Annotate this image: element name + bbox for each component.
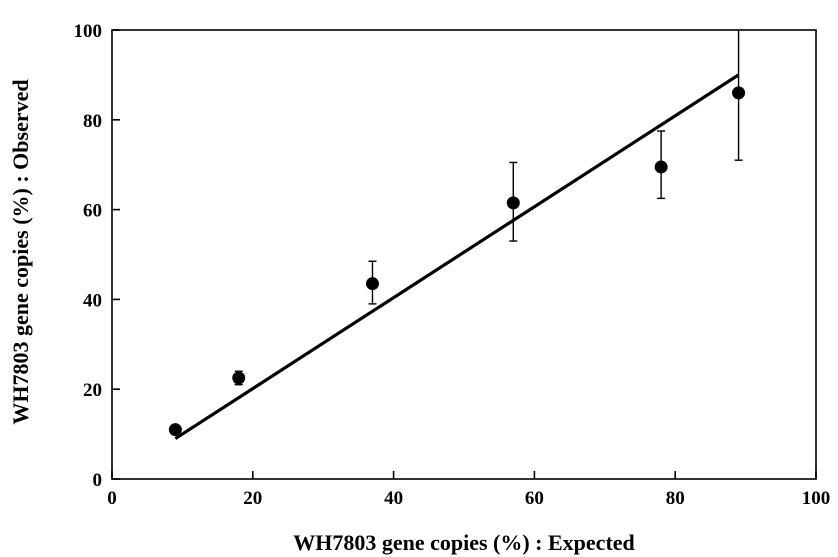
y-axis-title: WH7803 gene copies (%) : Observed <box>8 79 33 424</box>
y-tick-label: 40 <box>83 290 102 311</box>
fit-line <box>174 73 740 440</box>
x-tick-label: 20 <box>243 488 262 509</box>
y-tick-label: 100 <box>74 21 103 42</box>
y-tick-label: 60 <box>83 201 102 222</box>
x-axis-title: WH7803 gene copies (%) : Expected <box>293 530 635 555</box>
y-tick-label: 20 <box>83 380 102 401</box>
axis-ticks: 0 20 40 60 80 100 0 20 40 60 80 100 <box>74 21 831 509</box>
y-tick-label: 80 <box>83 111 102 132</box>
data-point <box>168 423 182 437</box>
data-points <box>168 86 746 437</box>
data-point <box>365 277 379 291</box>
x-tick-label: 60 <box>525 488 544 509</box>
y-tick-label: 0 <box>93 470 103 491</box>
x-tick-label: 0 <box>107 488 117 509</box>
data-point <box>654 160 668 174</box>
fit-line-group <box>174 73 740 440</box>
plot-frame <box>111 29 817 480</box>
plot-border <box>111 29 817 480</box>
data-point <box>732 86 746 100</box>
x-tick-label: 100 <box>802 488 831 509</box>
data-point <box>506 196 520 210</box>
x-tick-label: 80 <box>666 488 685 509</box>
error-bars <box>171 30 743 433</box>
data-point <box>232 371 246 385</box>
x-tick-label: 40 <box>384 488 403 509</box>
